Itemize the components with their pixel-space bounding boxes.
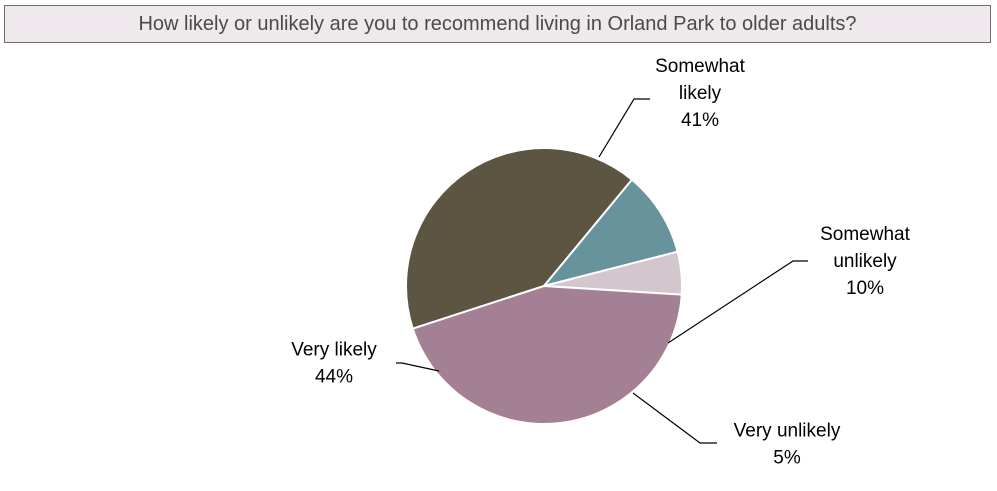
slice-category-label: likely [679, 83, 722, 104]
pie-slice [411, 284, 683, 425]
leader-line [396, 362, 440, 372]
leader-line [632, 392, 717, 444]
slice-percent-label: 10% [846, 278, 884, 299]
slice-category-label: Very likely [291, 340, 377, 361]
slice-percent-label: 44% [315, 367, 353, 388]
leader-lines [396, 98, 808, 444]
slice-percent-label: 5% [773, 448, 801, 469]
leader-line [667, 260, 808, 344]
pie-slices [405, 147, 684, 425]
pie-slice [405, 147, 634, 330]
slice-category-label: unlikely [833, 251, 897, 272]
chart-title: How likely or unlikely are you to recomm… [4, 5, 991, 43]
slice-percent-label: 41% [681, 110, 719, 131]
leader-line [598, 98, 650, 158]
slice-category-label: Very unlikely [734, 421, 841, 442]
slice-labels: Somewhat likely 41% Somewhat unlikely 10% Very… [291, 56, 910, 469]
slice-category-label: Somewhat [655, 56, 745, 77]
slice-category-label: Somewhat [820, 224, 910, 245]
